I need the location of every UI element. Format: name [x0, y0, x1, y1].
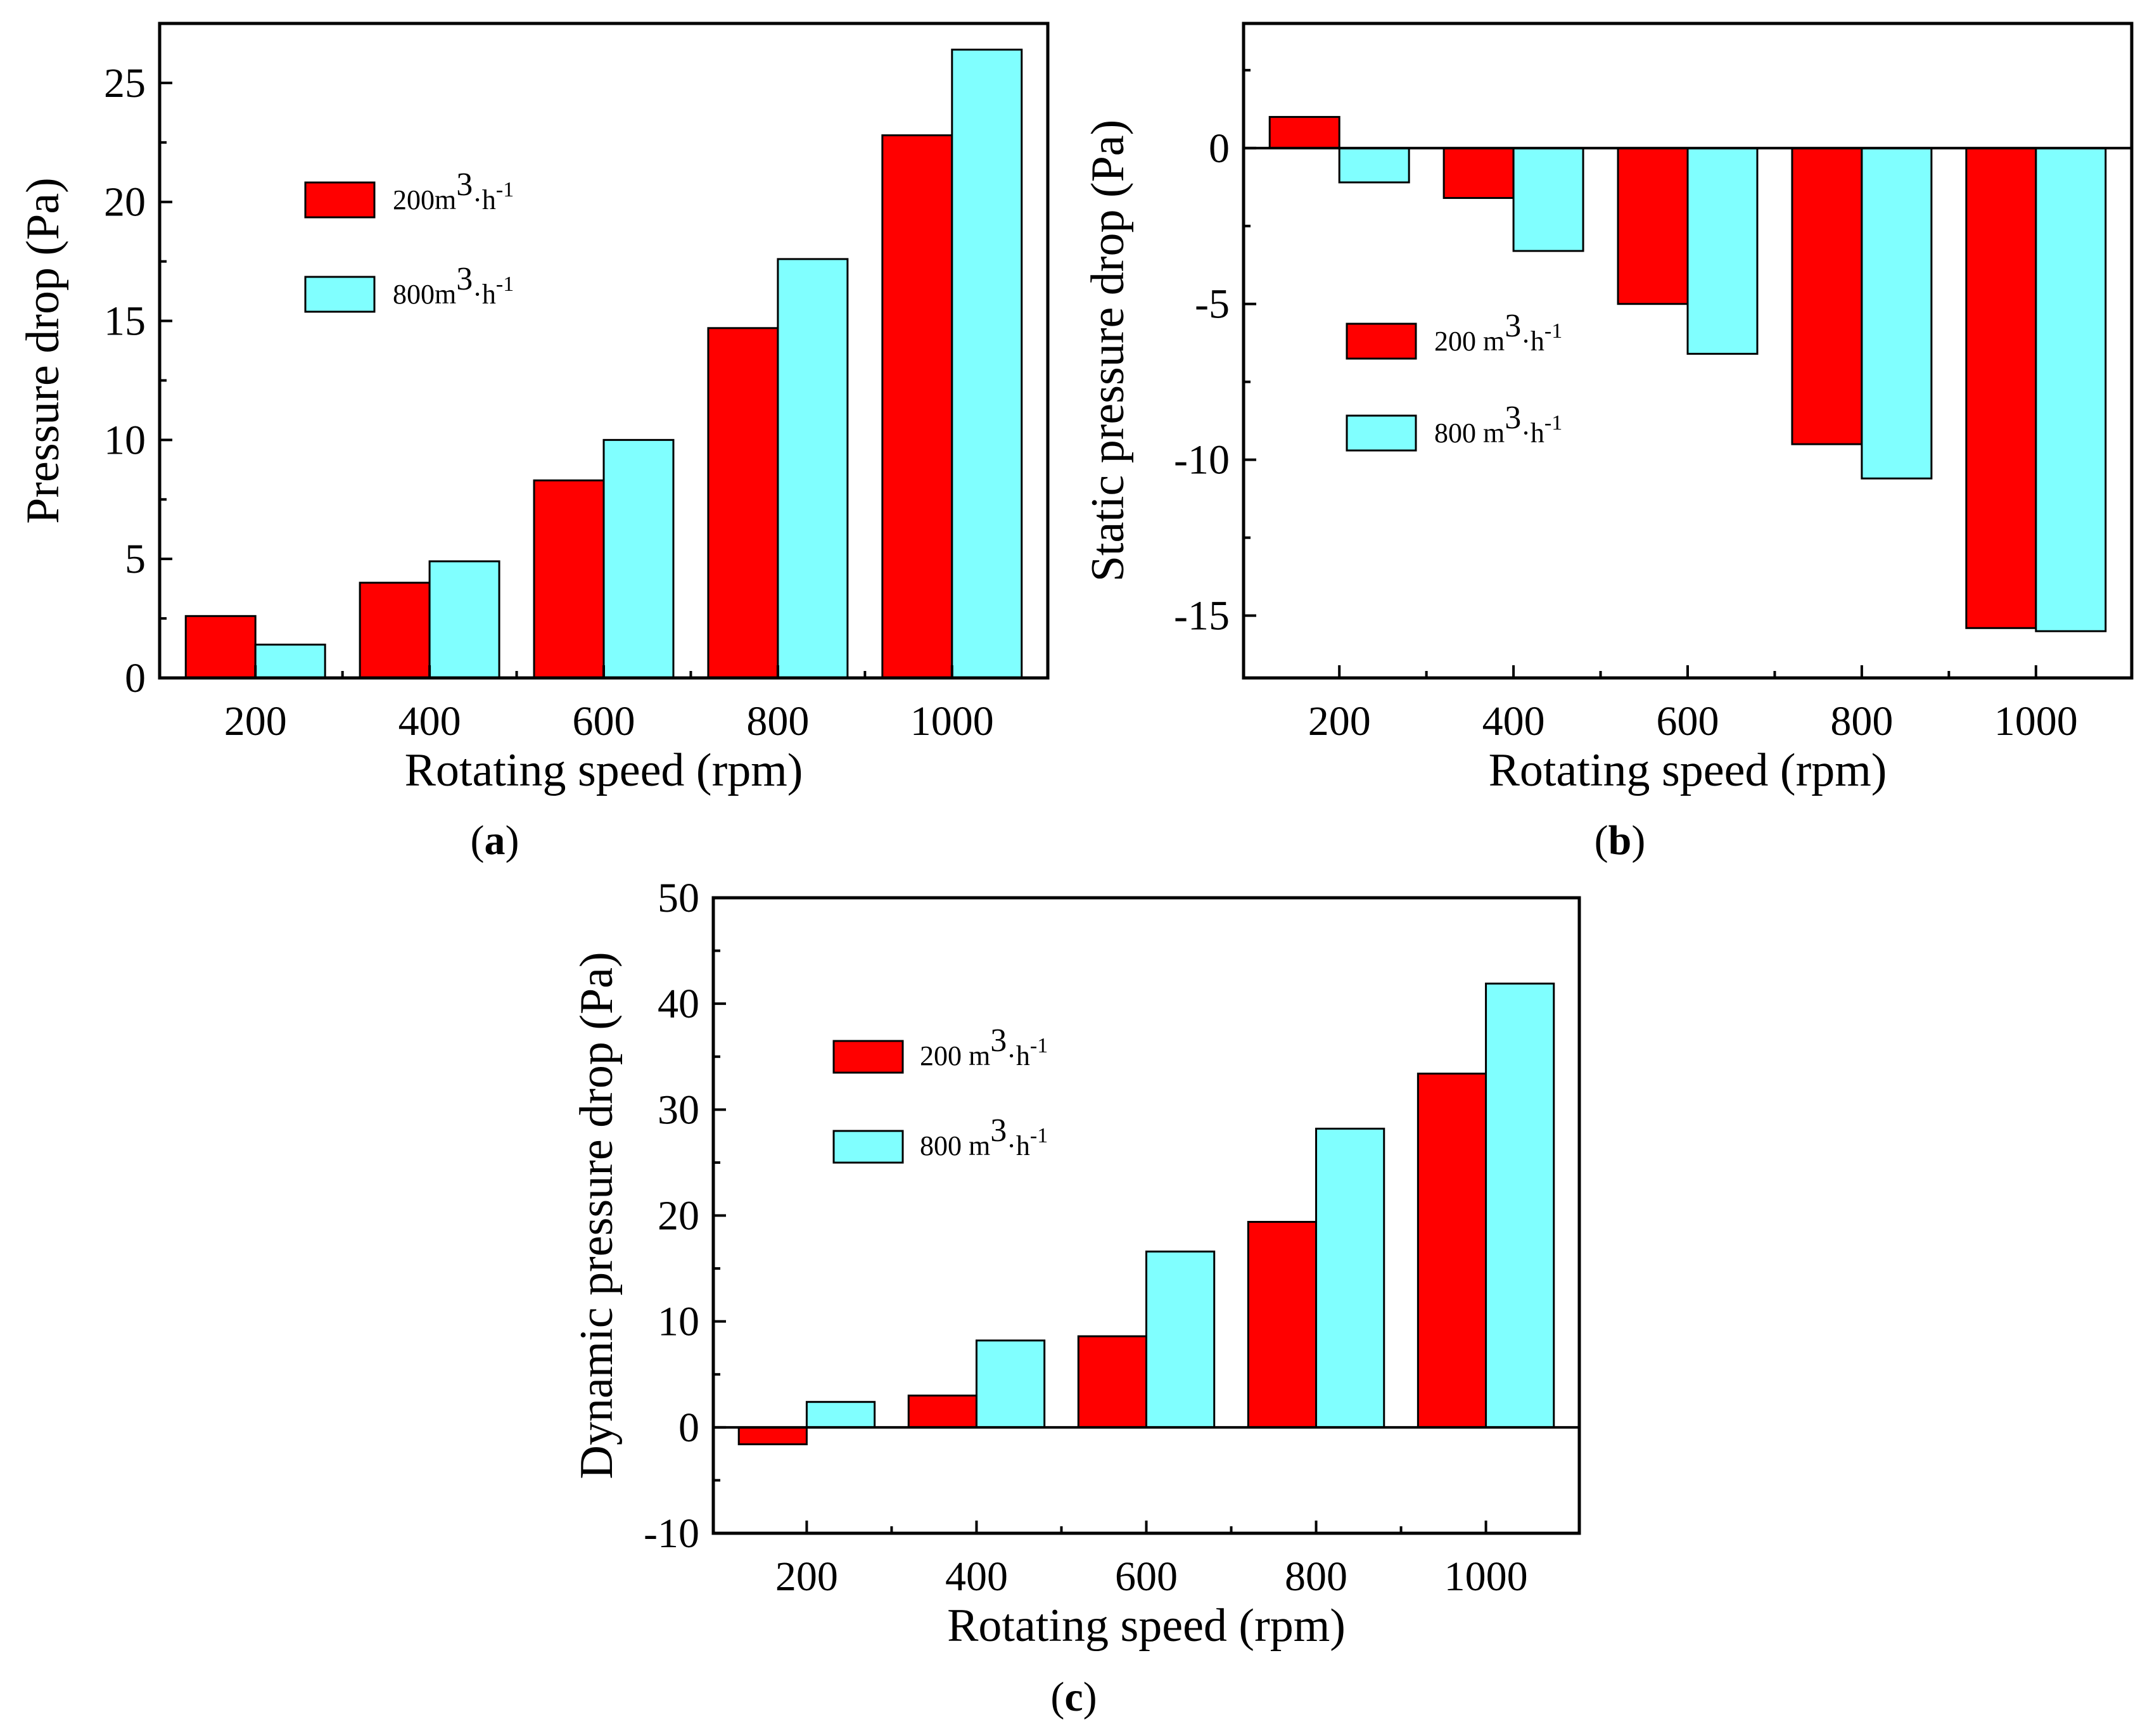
chart-a-y-axis-title: Pressure drop (Pa) [17, 177, 69, 524]
chart-a-xtick-label: 200 [224, 698, 287, 744]
chart-a-ytick-label: 15 [104, 298, 146, 345]
chart-c-bar-800-1000 [1485, 982, 1555, 1429]
chart-c-ytick-label: 0 [678, 1405, 699, 1451]
chart-a-bar-200-600 [533, 479, 605, 679]
chart-b-bar-800-600 [1686, 147, 1759, 355]
chart-a-ytick-label: 10 [104, 417, 146, 463]
chart-c-xtick-label: 200 [775, 1554, 838, 1600]
chart-c-legend-swatch-800 [832, 1130, 904, 1164]
chart-a-panel-label: (a) [471, 817, 519, 864]
chart-a-bar-800-200 [254, 643, 326, 679]
chart-b-bar-200-400 [1442, 147, 1515, 199]
chart-a-xtick-label: 800 [746, 698, 809, 744]
chart-b-bar-800-1000 [2035, 147, 2107, 632]
chart-c-ytick-label: 20 [658, 1193, 699, 1239]
chart-b-xtick-label: 1000 [1994, 698, 2078, 744]
chart-c-legend-swatch-200 [832, 1040, 904, 1074]
chart-b-bar-800-400 [1512, 147, 1584, 252]
chart-b-xtick-label: 600 [1657, 698, 1719, 744]
chart-b-bar-200-1000 [1965, 147, 2037, 629]
chart-c-xtick-label: 1000 [1444, 1554, 1528, 1600]
chart-b-legend-swatch-800 [1346, 414, 1417, 452]
chart-b-ytick-label: -10 [1174, 437, 1230, 483]
chart-c-legend-label-200: 200 m3·h-1 [920, 1023, 1048, 1071]
chart-b-bar-200-600 [1617, 147, 1689, 305]
chart-c-x-axis-title: Rotating speed (rpm) [947, 1600, 1346, 1652]
chart-b-legend-label-800: 800 m3·h-1 [1434, 400, 1562, 449]
chart-a-xtick-label: 400 [398, 698, 461, 744]
chart-a-x-axis-title: Rotating speed (rpm) [405, 744, 803, 796]
chart-b-ytick-label: 0 [1209, 125, 1230, 172]
chart-c-legend-label-800: 800 m3·h-1 [920, 1113, 1048, 1161]
chart-b-xtick-label: 800 [1830, 698, 1893, 744]
chart-a-bar-800-1000 [951, 48, 1023, 679]
chart-c-y-axis-title: Dynamic pressure drop (Pa) [571, 952, 623, 1479]
chart-c-xtick-label: 800 [1285, 1554, 1347, 1600]
chart-c-bar-200-800 [1247, 1221, 1318, 1429]
chart-b-x-axis-title: Rotating speed (rpm) [1489, 744, 1887, 796]
chart-a-bar-800-400 [428, 560, 500, 679]
chart-c-bar-200-200 [737, 1426, 808, 1446]
chart-c-bar-800-400 [975, 1339, 1046, 1429]
chart-b-ytick-label: -15 [1174, 593, 1230, 639]
chart-a-bar-200-400 [359, 582, 431, 679]
chart-b-xtick-label: 200 [1308, 698, 1371, 744]
chart-c-bar-800-800 [1315, 1127, 1385, 1429]
chart-c-ytick-label: 30 [658, 1087, 699, 1133]
chart-a-bar-200-1000 [881, 134, 953, 679]
chart-a-ytick-label: 25 [104, 60, 146, 106]
chart-a-legend-swatch-800 [304, 276, 376, 313]
chart-b-legend-swatch-200 [1346, 322, 1417, 360]
chart-b-bar-800-200 [1338, 147, 1410, 184]
chart-a-bar-800-600 [602, 438, 675, 679]
chart-b-bar-200-800 [1791, 147, 1863, 445]
chart-c-bar-800-200 [805, 1401, 876, 1429]
chart-b-bar-200-200 [1268, 116, 1340, 150]
chart-b-ytick-label: -5 [1195, 281, 1230, 328]
chart-a-bar-200-200 [184, 615, 257, 679]
chart-c-ytick-label: 40 [658, 981, 699, 1027]
chart-a-xtick-label: 1000 [910, 698, 994, 744]
chart-a-legend-label-200: 200m3·h-1 [393, 167, 514, 215]
chart-c-bar-200-600 [1077, 1335, 1147, 1429]
chart-a-legend-swatch-200 [304, 181, 376, 219]
chart-b-legend-label-200: 200 m3·h-1 [1434, 308, 1562, 357]
chart-a-ytick-label: 20 [104, 179, 146, 226]
chart-a-bar-200-800 [707, 327, 779, 679]
chart-c-xtick-label: 400 [945, 1554, 1008, 1600]
chart-c-ytick-label: 10 [658, 1299, 699, 1345]
chart-c-bar-800-600 [1145, 1250, 1216, 1429]
chart-c-bar-200-400 [907, 1395, 977, 1429]
chart-c-ytick-label: 50 [658, 875, 699, 921]
chart-a-ytick-label: 0 [125, 655, 146, 701]
chart-c-bar-200-1000 [1417, 1072, 1487, 1429]
chart-c-panel-label: (c) [1050, 1674, 1097, 1720]
chart-a-legend-label-800: 800m3·h-1 [393, 261, 514, 310]
chart-b-bar-800-800 [1861, 147, 1933, 480]
chart-a-xtick-label: 600 [573, 698, 635, 744]
chart-b-xtick-label: 400 [1482, 698, 1545, 744]
chart-b-y-axis-title: Static pressure drop (Pa) [1082, 120, 1134, 582]
chart-c-xtick-label: 600 [1115, 1554, 1178, 1600]
chart-c-ytick-label: -10 [644, 1510, 699, 1557]
chart-a-ytick-label: 5 [125, 536, 146, 582]
chart-b-panel-label: (b) [1595, 817, 1646, 864]
chart-a-bar-800-800 [777, 258, 849, 679]
